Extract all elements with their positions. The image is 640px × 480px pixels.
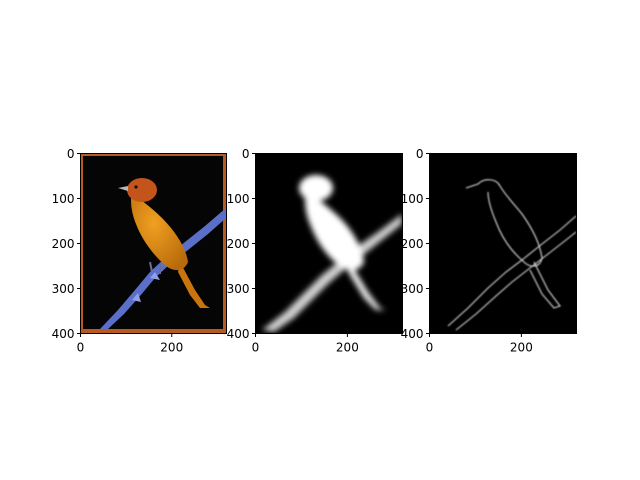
y-tick-label: 100 — [401, 192, 424, 206]
panel-saliency-mask — [255, 153, 402, 333]
edge-tail — [529, 261, 561, 309]
panel-edge-map — [429, 153, 576, 333]
y-tick-label: 200 — [52, 237, 75, 251]
mask-head — [299, 175, 333, 201]
y-tick-label: 400 — [227, 327, 250, 341]
bird-head — [127, 178, 157, 202]
panel-original-image — [80, 153, 226, 333]
y-tick-label: 0 — [67, 147, 75, 161]
y-tick-label: 100 — [52, 192, 75, 206]
branch-highlight — [132, 272, 160, 302]
mask-branch — [262, 214, 402, 332]
y-tick-label: 400 — [401, 327, 424, 341]
bird-tail — [178, 262, 210, 308]
y-tick-label: 100 — [227, 192, 250, 206]
edge-branch-lower — [455, 231, 576, 331]
edge-branch-upper — [447, 215, 576, 327]
y-tick-label: 300 — [52, 282, 75, 296]
x-tick-label: 200 — [510, 341, 533, 355]
x-tick-label: 0 — [252, 341, 260, 355]
mask-body — [305, 190, 364, 271]
y-tick-label: 400 — [52, 327, 75, 341]
y-tick-label: 0 — [416, 147, 424, 161]
x-tick-label: 0 — [77, 341, 85, 355]
x-tick-label: 200 — [160, 341, 183, 355]
branch-image — [100, 208, 226, 329]
edge-background — [429, 153, 576, 333]
bird-legs — [149, 261, 161, 274]
x-tick-label: 0 — [426, 341, 434, 355]
bird-beak — [118, 186, 128, 191]
y-tick-label: 0 — [242, 147, 250, 161]
y-tick-label: 200 — [401, 237, 424, 251]
y-tick-label: 200 — [227, 237, 250, 251]
y-tick-label: 300 — [401, 282, 424, 296]
x-tick-label: 200 — [336, 341, 359, 355]
y-tick-label: 300 — [227, 282, 250, 296]
bird-eye — [134, 185, 138, 189]
bird-body — [131, 192, 188, 271]
